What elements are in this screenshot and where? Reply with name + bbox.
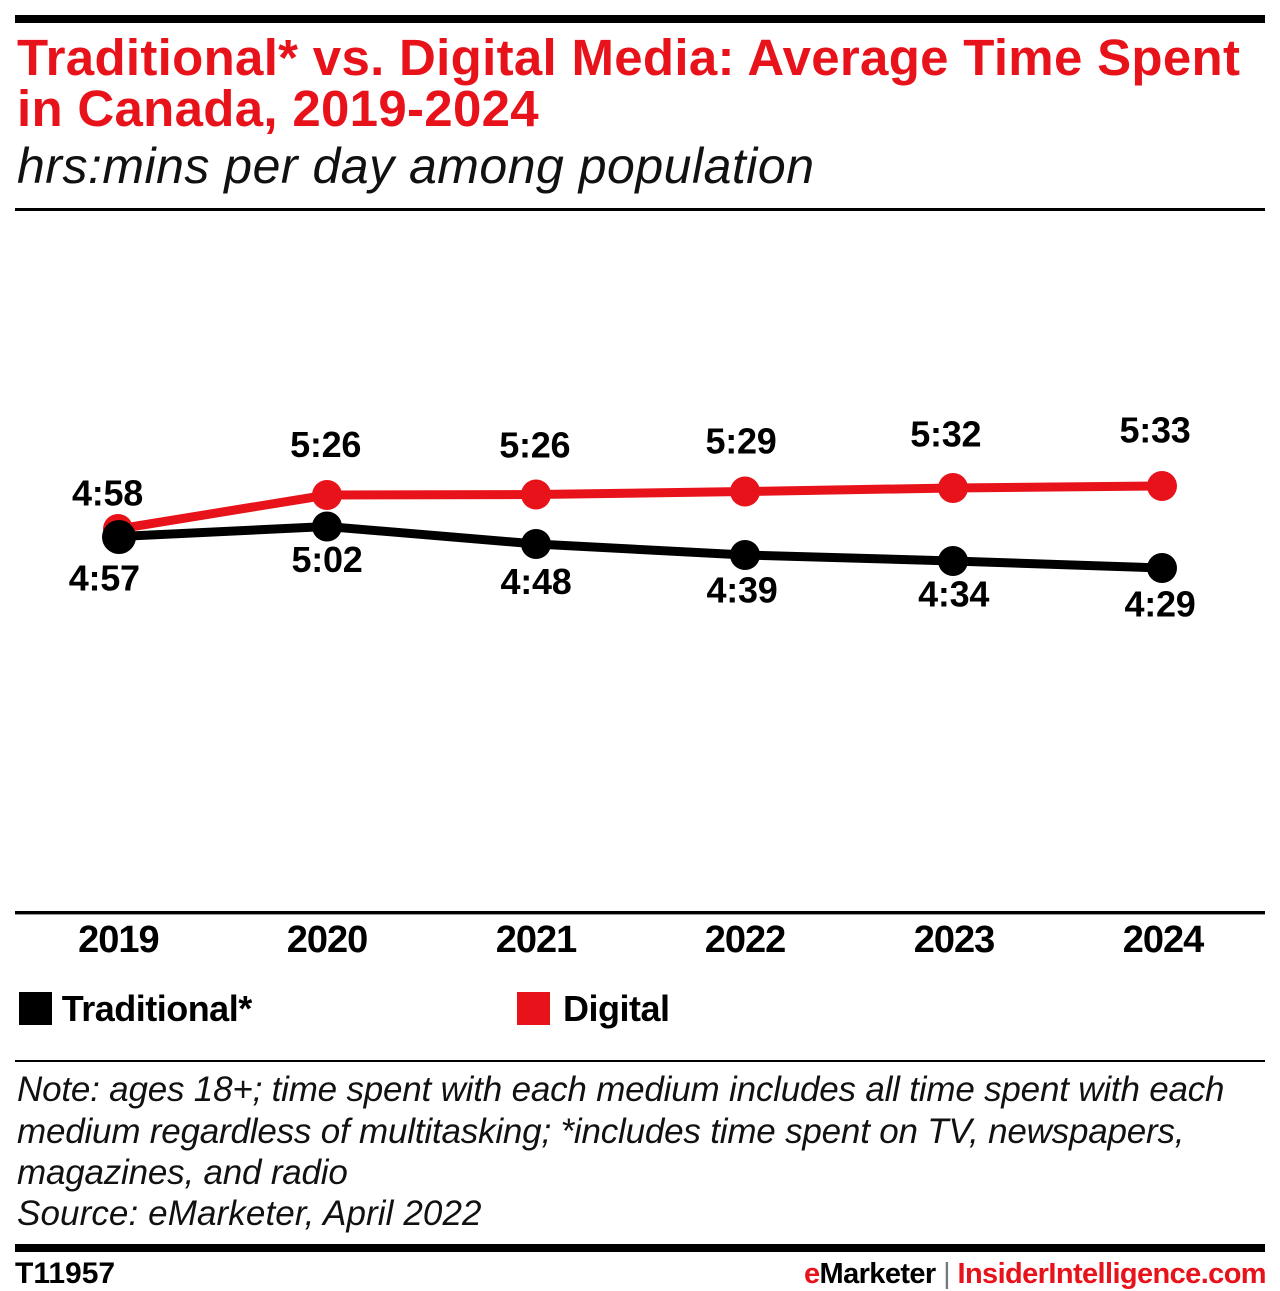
svg-text:2022: 2022: [705, 919, 786, 961]
svg-text:2020: 2020: [287, 919, 368, 961]
svg-text:5:29: 5:29: [705, 421, 776, 462]
svg-text:5:26: 5:26: [499, 424, 570, 465]
svg-text:4:29: 4:29: [1124, 584, 1195, 625]
svg-text:5:32: 5:32: [910, 414, 981, 455]
svg-text:4:57: 4:57: [69, 558, 140, 599]
svg-text:5:33: 5:33: [1119, 410, 1190, 451]
svg-text:4:48: 4:48: [500, 561, 571, 602]
svg-text:2021: 2021: [496, 919, 577, 961]
svg-text:5:02: 5:02: [291, 539, 362, 580]
svg-text:2019: 2019: [78, 919, 159, 961]
svg-text:2023: 2023: [914, 919, 995, 961]
svg-text:4:39: 4:39: [706, 570, 777, 611]
svg-text:2024: 2024: [1123, 919, 1204, 961]
svg-text:4:34: 4:34: [918, 574, 989, 615]
svg-text:5:26: 5:26: [290, 424, 361, 465]
svg-text:4:58: 4:58: [72, 473, 143, 514]
